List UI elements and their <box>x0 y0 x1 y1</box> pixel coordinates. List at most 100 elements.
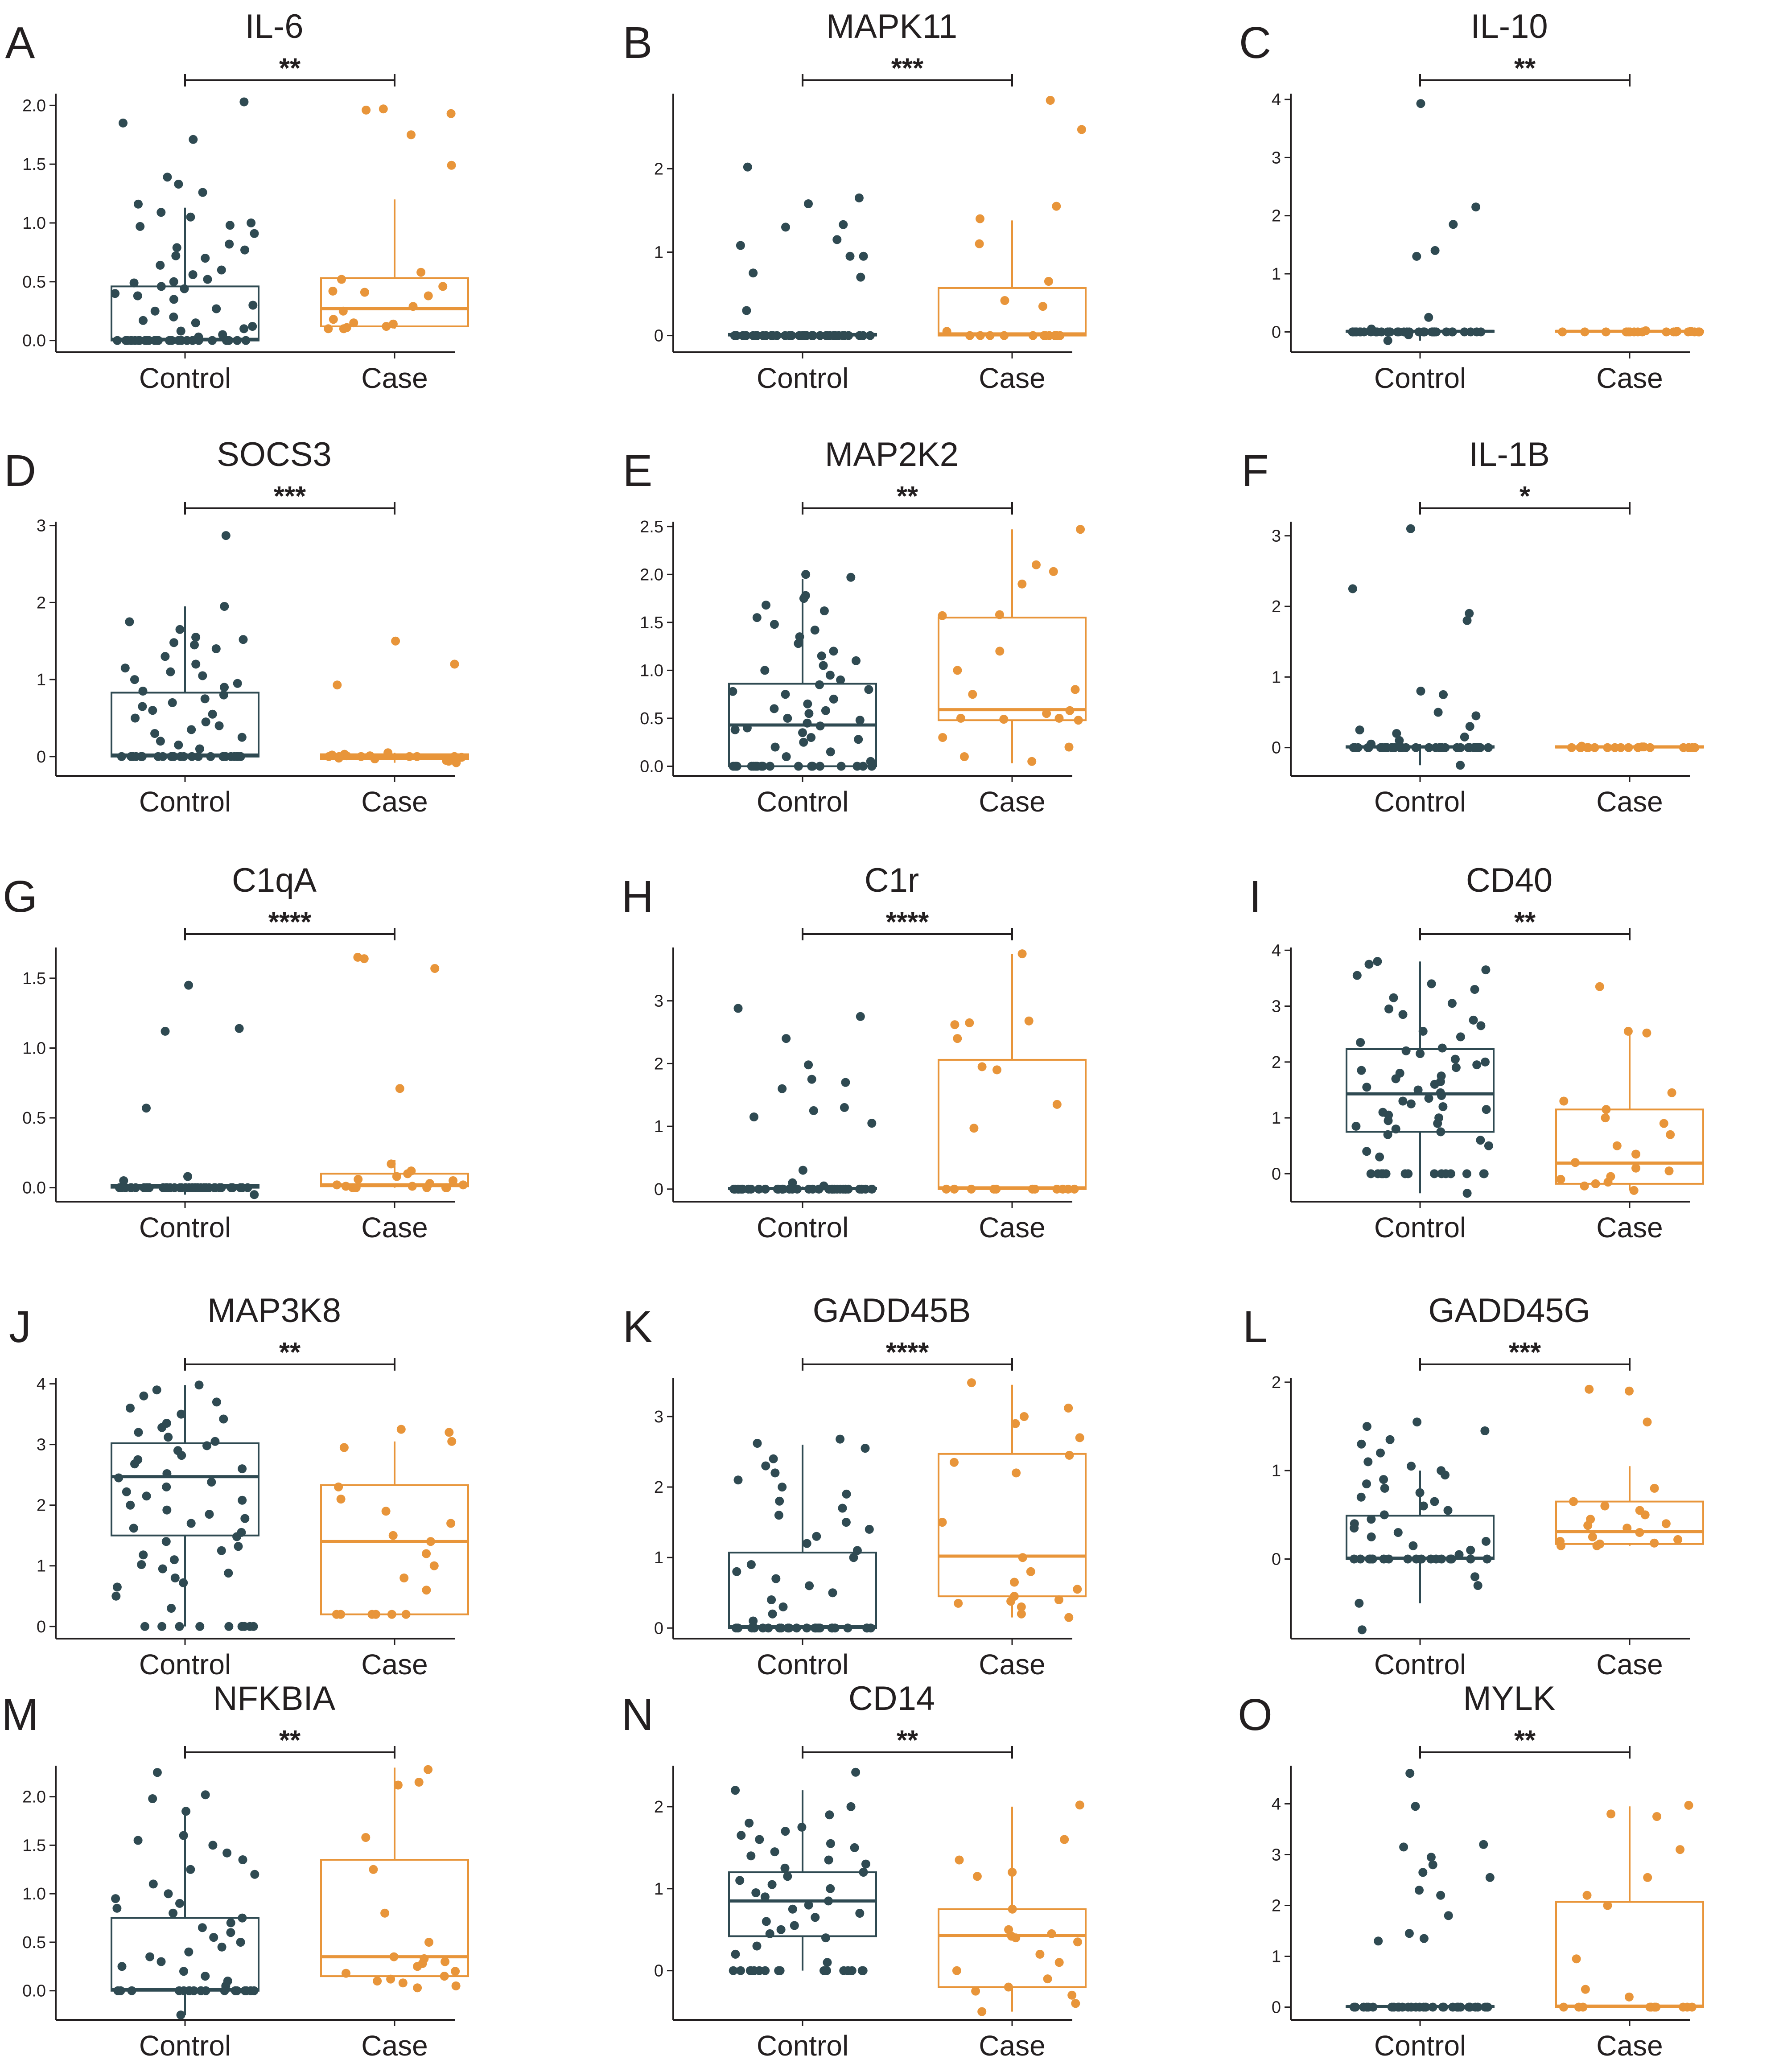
data-point <box>208 709 217 719</box>
data-point <box>1419 1501 1428 1511</box>
data-point <box>137 752 147 761</box>
x-tick-label: Case <box>361 1648 428 1681</box>
panel-title: IL-10 <box>1470 8 1548 45</box>
data-point <box>1580 327 1590 337</box>
data-point <box>148 1794 157 1803</box>
x-tick-label: Case <box>1596 362 1663 394</box>
series-case <box>938 949 1087 1194</box>
data-point <box>1437 743 1447 752</box>
significance-label: * <box>1520 481 1531 512</box>
x-tick-label: Control <box>1374 2030 1466 2062</box>
data-point <box>1559 1096 1569 1106</box>
series-control <box>1346 524 1495 770</box>
data-point <box>1471 711 1481 721</box>
series-control <box>111 980 259 1199</box>
x-tick-label: Control <box>139 1211 231 1244</box>
data-point <box>1473 2002 1482 2012</box>
panel-c: C IL-10 ** 0 1 2 3 4 Control Case <box>1239 8 1704 394</box>
panel-title: C1qA <box>232 861 317 899</box>
data-point <box>169 752 178 761</box>
panel-title: CD14 <box>848 1680 935 1718</box>
x-tick-label: Control <box>757 786 848 818</box>
significance-label: ** <box>279 53 301 84</box>
data-point <box>1633 743 1643 752</box>
x-tick-label: Case <box>361 1211 428 1244</box>
data-point <box>1650 1538 1659 1548</box>
y-tick-label: 0.5 <box>22 1933 46 1952</box>
data-point <box>140 1622 149 1631</box>
data-point <box>381 1507 391 1516</box>
data-point <box>1576 743 1585 752</box>
y-tick-label: 2 <box>1272 597 1281 616</box>
x-tick-label: Control <box>1374 786 1466 818</box>
data-point <box>209 1933 218 1942</box>
data-point <box>977 2007 987 2016</box>
data-point <box>429 1561 439 1570</box>
data-point <box>336 1610 346 1619</box>
significance-label: ** <box>1514 1725 1536 1756</box>
data-point <box>852 1546 862 1555</box>
data-point <box>1603 1178 1613 1187</box>
data-point <box>1349 327 1359 337</box>
data-point <box>742 306 751 315</box>
data-point <box>174 1986 184 1995</box>
data-point <box>766 762 774 771</box>
data-point <box>1642 1028 1651 1038</box>
data-point <box>1465 2002 1474 2012</box>
data-point <box>129 1524 138 1533</box>
data-point <box>387 1159 396 1169</box>
x-tick-label: Control <box>757 1211 848 1244</box>
data-point <box>157 1423 167 1432</box>
series-case <box>1555 741 1704 752</box>
data-point <box>133 1836 143 1845</box>
data-point <box>396 1425 406 1434</box>
data-point <box>111 289 120 298</box>
data-point <box>1472 1060 1482 1070</box>
data-point <box>788 1184 797 1194</box>
panel-d: D SOCS3 *** 0 1 2 3 Control Case <box>4 436 469 818</box>
data-point <box>130 1459 139 1469</box>
data-point <box>1000 331 1009 340</box>
data-point <box>781 690 790 699</box>
panel-title: IL-1B <box>1469 436 1550 474</box>
data-point <box>1449 220 1458 229</box>
data-point <box>752 613 762 622</box>
data-point <box>250 229 259 238</box>
box-iqr <box>1555 1108 1704 1185</box>
data-point <box>1645 743 1655 752</box>
data-point <box>1664 1166 1674 1176</box>
data-point <box>1425 743 1433 752</box>
data-point <box>1443 1506 1453 1515</box>
panel-letter: A <box>5 18 35 68</box>
data-point <box>1383 336 1392 345</box>
series-case <box>938 96 1087 340</box>
data-point <box>765 1929 774 1938</box>
data-point <box>188 270 198 279</box>
data-point <box>1428 2002 1437 2012</box>
panel-a: A IL-6 ** 0.0 0.5 1.0 1.5 2.0 Control Case <box>5 8 469 394</box>
data-point <box>767 1595 776 1604</box>
data-point <box>778 1084 787 1093</box>
data-point <box>802 1539 811 1548</box>
data-point <box>1026 1567 1035 1576</box>
data-point <box>807 733 816 742</box>
y-tick-label: 0 <box>654 327 663 346</box>
data-point <box>776 1925 786 1934</box>
data-point <box>169 312 178 321</box>
data-point <box>1556 1174 1565 1184</box>
data-point <box>1411 1802 1420 1811</box>
data-point <box>1416 1049 1425 1058</box>
data-point <box>1054 1958 1064 1967</box>
data-point <box>236 1183 245 1192</box>
data-point <box>169 295 178 304</box>
data-point <box>413 1983 422 1993</box>
data-point <box>861 1444 870 1453</box>
y-tick-label: 3 <box>1272 997 1281 1016</box>
box-iqr <box>938 1453 1087 1598</box>
data-point <box>745 1818 754 1828</box>
data-point <box>245 1622 255 1631</box>
y-tick-label: 3 <box>654 1408 663 1426</box>
data-point <box>1364 960 1374 969</box>
y-tick-label: 1 <box>1272 1462 1281 1480</box>
significance-label: **** <box>886 1337 929 1368</box>
